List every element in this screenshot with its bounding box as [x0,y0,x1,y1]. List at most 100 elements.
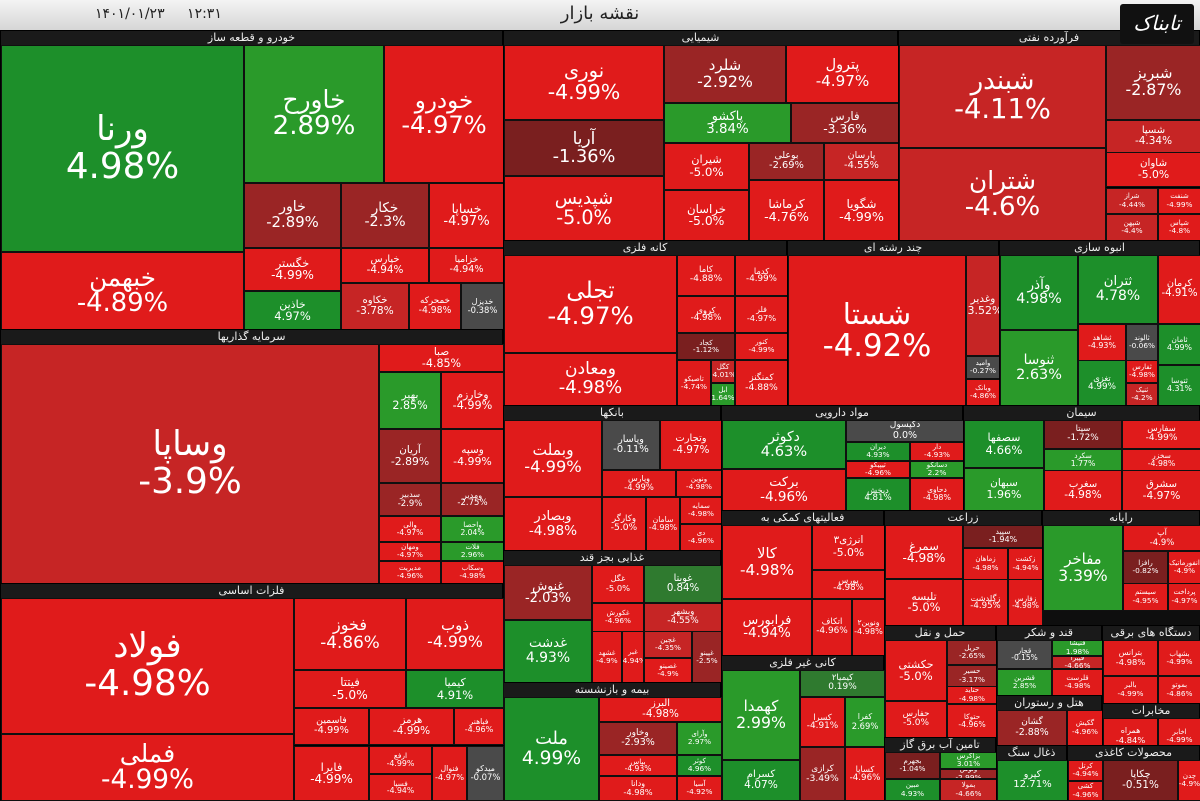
stock-tile[interactable]: صبا -4.85% [379,344,504,372]
stock-tile[interactable]: شتران -4.6% [899,148,1106,241]
stock-tile[interactable]: وبانک -4.86% [966,379,1000,406]
stock-tile[interactable]: بزاگرس 3.01% [940,752,997,769]
stock-tile[interactable]: کرازی -3.49% [800,747,845,801]
stock-tile[interactable]: غگل -5.0% [592,565,644,603]
stock-tile[interactable]: ثتوسا 4.31% [1158,365,1200,406]
stock-tile[interactable]: انرژی۳ -5.0% [812,525,885,570]
stock-tile[interactable]: وخاور -2.93% [599,722,677,755]
stock-tile[interactable]: خبهمن -4.89% [1,252,244,330]
stock-tile[interactable]: چکاپا -0.51% [1103,760,1178,801]
stock-tile[interactable]: البرز -4.98% [599,697,722,722]
stock-tile[interactable]: اتکاف -4.96% [812,599,852,656]
stock-tile[interactable]: قچار -0.15% [997,640,1052,669]
stock-tile[interactable]: فسپا -4.94% [369,774,432,801]
stock-tile[interactable]: فاسمین -4.99% [294,708,369,745]
stock-tile[interactable]: سمایه -4.98% [680,497,722,524]
stock-tile[interactable]: ملت 4.99% [504,697,599,801]
stock-tile[interactable]: غدشت 4.93% [504,620,592,683]
stock-tile[interactable]: فخوز -4.86% [294,598,406,670]
stock-tile[interactable]: غنوش -2.03% [504,565,592,620]
stock-tile[interactable]: زماهان -4.98% [963,548,1008,580]
stock-tile[interactable]: آریا -1.36% [504,120,664,176]
stock-tile[interactable]: حفارس -5.0% [885,701,947,738]
stock-tile[interactable]: کیمیا 4.91% [406,670,504,708]
stock-tile[interactable]: خکاوه -3.78% [341,283,409,330]
stock-tile[interactable]: کسرا -4.91% [800,697,845,747]
stock-tile[interactable]: سیستم -4.95% [1123,583,1168,611]
stock-tile[interactable]: نوری -4.99% [504,45,664,120]
stock-tile[interactable]: ثتران 4.78% [1078,255,1158,324]
stock-tile[interactable]: سصفها 4.66% [964,420,1044,468]
stock-tile[interactable]: خاورح 2.89% [244,45,384,183]
stock-tile[interactable]: خکار -2.3% [341,183,429,248]
stock-tile[interactable]: ونوین۲ -4.98% [852,599,885,656]
stock-tile[interactable]: سپید -1.94% [963,525,1043,548]
stock-tile[interactable]: حتاید -4.98% [947,686,997,704]
stock-tile[interactable]: خراسان -5.0% [664,190,749,241]
stock-tile[interactable]: وسپه -4.99% [441,429,504,483]
stock-tile[interactable]: سبهان 1.96% [964,468,1044,511]
stock-tile[interactable]: فرابورس -4.94% [722,599,812,656]
stock-tile[interactable]: پترول -4.97% [786,45,899,103]
stock-tile[interactable]: فولاد -4.98% [1,598,294,734]
stock-tile[interactable]: حتوکا -4.96% [947,704,997,738]
stock-tile[interactable]: کمنگنز -4.88% [735,360,788,406]
stock-tile[interactable]: مدیریت -4.96% [379,561,441,584]
stock-tile[interactable]: خدیزل -0.38% [461,283,504,330]
stock-tile[interactable]: برکت -4.96% [722,469,846,511]
stock-tile[interactable]: شیران -5.0% [664,143,749,190]
stock-tile[interactable]: کاما -4.88% [677,255,735,296]
stock-tile[interactable]: دسانکو 2.2% [910,461,964,478]
stock-tile[interactable]: دحاوی -4.98% [910,478,964,511]
stock-tile[interactable]: وبملت -4.99% [504,420,602,497]
stock-tile[interactable]: ابل 1.64% [711,383,735,406]
stock-tile[interactable]: وساپا -3.9% [1,344,379,584]
stock-tile[interactable]: ثفارس -4.98% [1126,360,1158,383]
stock-tile[interactable]: وتوس -2.99% [940,769,997,779]
stock-tile[interactable]: حریل -2.65% [947,640,997,665]
stock-tile[interactable]: سفارس -4.99% [1122,420,1200,449]
stock-tile[interactable]: تیپیکو -4.96% [846,461,910,478]
stock-tile[interactable]: بوعلی -2.69% [749,143,824,180]
stock-tile[interactable]: تغزی 4.99% [1078,360,1126,406]
stock-tile[interactable]: ومعادن -4.98% [504,353,677,406]
stock-tile[interactable]: شلرد -2.92% [664,45,786,103]
stock-tile[interactable]: فیتتا -5.0% [294,670,406,708]
stock-tile[interactable]: خزامیا -4.94% [429,248,504,283]
stock-tile[interactable]: سمرغ -4.98% [885,525,963,579]
stock-tile[interactable]: وخارزم -4.99% [441,372,504,429]
stock-tile[interactable]: قلرست -4.98% [1052,669,1103,696]
stock-tile[interactable]: انفورماتیک -4.9% [1168,551,1200,584]
stock-tile[interactable]: دی -4.96% [680,524,722,551]
stock-tile[interactable]: سغرب -4.98% [1044,470,1122,511]
stock-tile[interactable]: وپارس -4.99% [602,470,676,497]
stock-tile[interactable]: تلیسه -5.0% [885,579,963,626]
stock-tile[interactable]: ومدیر -2.75% [441,483,504,516]
stock-tile[interactable]: فنوال -4.97% [432,746,467,801]
stock-tile[interactable]: فلر -4.97% [735,296,788,333]
stock-tile[interactable]: ورنا 4.98% [1,45,244,252]
stock-tile[interactable]: واحصا 2.04% [441,516,504,542]
stock-tile[interactable]: بالبر -4.99% [1103,676,1158,704]
stock-tile[interactable]: آسیا -4.92% [677,776,722,801]
stock-tile[interactable]: شاوان -5.0% [1106,152,1200,187]
stock-tile[interactable]: کفرا 2.69% [845,697,885,747]
stock-tile[interactable]: دپخش 4.81% [846,478,910,511]
stock-tile[interactable]: مبین 4.93% [885,779,940,801]
stock-tile[interactable]: سکرد 1.77% [1044,449,1122,471]
stock-tile[interactable]: دکوثر 4.63% [722,420,846,469]
stock-tile[interactable]: ارفع -4.99% [369,746,432,774]
stock-tile[interactable]: کگل -4.01% [711,360,735,383]
stock-tile[interactable]: چدن -4.9% [1178,760,1200,801]
stock-tile[interactable]: پارسان -4.55% [824,143,899,180]
stock-tile[interactable]: غصینو -4.9% [644,658,692,683]
stock-tile[interactable]: ثنیک -4.2% [1126,383,1158,406]
stock-tile[interactable]: وآرای 2.97% [677,722,722,755]
stock-tile[interactable]: تجلی -4.97% [504,255,677,353]
stock-tile[interactable]: فملی -4.99% [1,734,294,801]
stock-tile[interactable]: ومهان -4.97% [379,542,441,561]
stock-tile[interactable]: سشرق -4.97% [1122,470,1200,511]
stock-tile[interactable]: خمحرکه -4.98% [409,283,461,330]
stock-tile[interactable]: آپ -4.9% [1123,525,1200,551]
stock-tile[interactable]: شپدیس -5.0% [504,176,664,241]
